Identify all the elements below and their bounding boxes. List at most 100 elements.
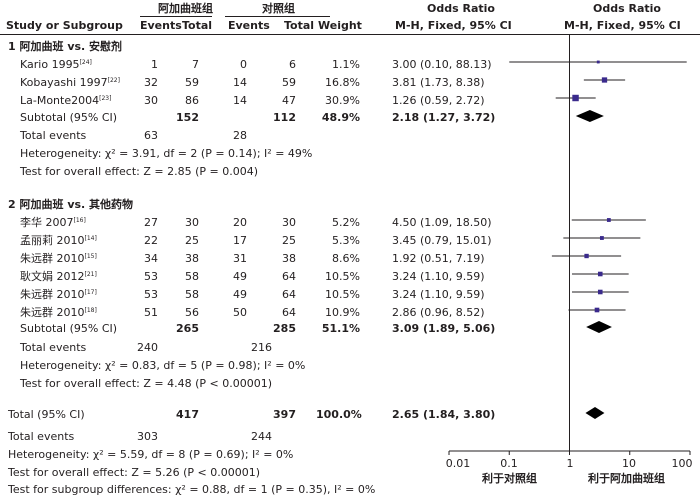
header-events-2: Events xyxy=(228,19,270,32)
total-2: 64 xyxy=(282,288,296,301)
overall-diamond xyxy=(585,407,605,419)
odds-ratio-ci: 3.00 (0.10, 88.13) xyxy=(392,58,492,71)
events-1: 34 xyxy=(144,252,158,265)
subtotal-total-2: 112 xyxy=(273,111,296,124)
total-weight: 100.0% xyxy=(316,408,362,421)
total-2: 30 xyxy=(282,216,296,229)
total-1: 59 xyxy=(185,76,199,89)
total-total-1: 417 xyxy=(176,408,199,421)
odds-ratio-ci: 4.50 (1.09, 18.50) xyxy=(392,216,492,229)
events-1: 53 xyxy=(144,288,158,301)
total-events-2: 28 xyxy=(233,129,247,142)
odds-ratio-ci: 1.92 (0.51, 7.19) xyxy=(392,252,485,265)
total-events-label: Total events xyxy=(20,129,87,142)
overall-effect-text: Test for overall effect: Z = 2.85 (P = 0… xyxy=(20,165,258,178)
odds-ratio-ci: 1.26 (0.59, 2.72) xyxy=(392,94,485,107)
events-2: 50 xyxy=(233,306,247,319)
study-name: 朱远群 2010[15] xyxy=(20,252,97,265)
study-name: 耿文娟 2012[21] xyxy=(20,270,97,283)
odds-ratio-ci: 3.24 (1.10, 9.59) xyxy=(392,270,485,283)
axis-tick-label: 0.01 xyxy=(445,457,471,470)
total-2: 64 xyxy=(282,306,296,319)
events-2: 20 xyxy=(233,216,247,229)
axis-tick-label: 100 xyxy=(671,457,693,470)
axis-tick-label: 10 xyxy=(622,457,636,470)
study-name: 朱远群 2010[18] xyxy=(20,306,97,319)
subtotal-weight: 51.1% xyxy=(321,322,360,335)
total-2: 25 xyxy=(282,234,296,247)
subtotal-ci: 2.18 (1.27, 3.72) xyxy=(392,111,496,124)
heterogeneity-text: Heterogeneity: χ² = 3.91, df = 2 (P = 0.… xyxy=(20,147,313,160)
total-2: 59 xyxy=(282,76,296,89)
point-estimate-marker xyxy=(596,60,600,64)
study-name: 朱远群 2010[17] xyxy=(20,288,97,301)
weight: 1.1% xyxy=(332,58,360,71)
total-1: 38 xyxy=(185,252,199,265)
total-ci: 2.65 (1.84, 3.80) xyxy=(392,408,496,421)
heterogeneity-text: Heterogeneity: χ² = 5.59, df = 8 (P = 0.… xyxy=(8,448,294,461)
subtotal-weight: 48.9% xyxy=(321,111,360,124)
subtotal-label: Subtotal (95% CI) xyxy=(20,111,118,124)
header-or-title-right: Odds Ratio xyxy=(593,2,661,15)
total-total-2: 397 xyxy=(273,408,296,421)
study-name: Kobayashi 1997[22] xyxy=(20,76,120,89)
events-2: 14 xyxy=(233,94,247,107)
overall-effect-text: Test for overall effect: Z = 4.48 (P < 0… xyxy=(20,377,272,390)
odds-ratio-ci: 2.86 (0.96, 8.52) xyxy=(392,306,485,319)
point-estimate-marker xyxy=(597,289,603,295)
study-name: 孟丽莉 2010[14] xyxy=(20,234,97,247)
weight: 8.6% xyxy=(332,252,360,265)
events-2: 17 xyxy=(233,234,247,247)
total-events-1: 303 xyxy=(137,430,158,443)
favours-left-label: 利于对照组 xyxy=(482,472,537,485)
events-1: 32 xyxy=(144,76,158,89)
events-2: 49 xyxy=(233,288,247,301)
events-2: 49 xyxy=(233,270,247,283)
events-2: 14 xyxy=(233,76,247,89)
overall-effect-text: Test for overall effect: Z = 5.26 (P < 0… xyxy=(8,466,260,479)
total-events-2: 244 xyxy=(251,430,272,443)
header-weight: Weight xyxy=(318,19,362,32)
weight: 30.9% xyxy=(325,94,360,107)
header-group1: 阿加曲班组 xyxy=(158,2,213,15)
total-events-1: 63 xyxy=(144,129,158,142)
point-estimate-marker xyxy=(597,271,603,277)
subtotal-ci: 3.09 (1.89, 5.06) xyxy=(392,322,496,335)
total-1: 7 xyxy=(192,58,199,71)
subtotal-total-1: 265 xyxy=(176,322,199,335)
weight: 5.2% xyxy=(332,216,360,229)
odds-ratio-ci: 3.24 (1.10, 9.59) xyxy=(392,288,485,301)
events-1: 27 xyxy=(144,216,158,229)
total-label: Total (95% CI) xyxy=(8,408,85,421)
weight: 16.8% xyxy=(325,76,360,89)
total-1: 58 xyxy=(185,288,199,301)
favours-right-label: 利于阿加曲班组 xyxy=(588,472,665,485)
point-estimate-marker xyxy=(601,77,608,83)
total-2: 47 xyxy=(282,94,296,107)
header-events-1: Events xyxy=(140,19,182,32)
subgroup-title: 1 阿加曲班 vs. 安慰剂 xyxy=(8,40,123,53)
subgroup-differences-text: Test for subgroup differences: χ² = 0.88… xyxy=(8,483,376,496)
total-events-label: Total events xyxy=(20,341,87,354)
total-1: 25 xyxy=(185,234,199,247)
events-2: 0 xyxy=(240,58,247,71)
study-name: Kario 1995[24] xyxy=(20,58,92,71)
header-study-col: Study or Subgroup xyxy=(6,19,123,32)
header-rule xyxy=(0,34,700,35)
point-estimate-marker xyxy=(572,94,579,102)
study-name: La-Monte2004[23] xyxy=(20,94,112,107)
point-estimate-marker xyxy=(599,236,604,240)
total-events-2: 216 xyxy=(251,341,272,354)
weight: 5.3% xyxy=(332,234,360,247)
header-group1-underline xyxy=(140,16,212,17)
header-method-left: M-H, Fixed, 95% CI xyxy=(395,19,512,32)
header-or-title-left: Odds Ratio xyxy=(427,2,495,15)
subtotal-diamond xyxy=(575,110,604,122)
total-1: 30 xyxy=(185,216,199,229)
axis-tick-label: 1 xyxy=(566,457,574,470)
total-2: 64 xyxy=(282,270,296,283)
weight: 10.5% xyxy=(325,270,360,283)
point-estimate-marker xyxy=(606,218,611,222)
header-total-1: Total xyxy=(182,19,213,32)
weight: 10.5% xyxy=(325,288,360,301)
